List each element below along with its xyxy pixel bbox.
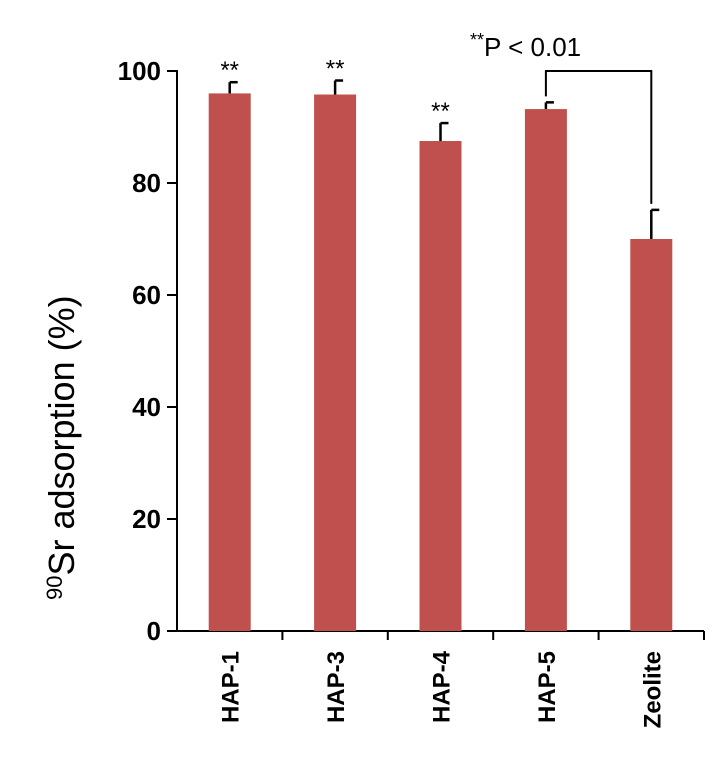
significance-marker: ** [220, 57, 239, 84]
x-tick-label: Zeolite [639, 651, 666, 728]
bar-hap-1 [208, 93, 251, 631]
x-ticks [281, 631, 705, 640]
x-tick-label: HAP-3 [323, 651, 350, 723]
y-ticks: 0 20 40 60 80 100 [118, 56, 177, 646]
x-tick-label: HAP-1 [218, 651, 245, 723]
bar-zeolite [630, 239, 673, 631]
significance-bracket [544, 70, 653, 204]
bar-hap-5 [524, 109, 567, 631]
bar-hap-4 [419, 141, 462, 631]
y-axis-label: 90Sr adsorption (%) [41, 295, 82, 600]
y-tick-label: 20 [132, 504, 161, 534]
y-tick-label: 0 [147, 616, 161, 646]
significance-note-text: P < 0.01 [484, 32, 581, 62]
y-tick-label: 40 [132, 392, 161, 422]
y-axis-label-superscript: 90 [42, 576, 67, 600]
y-axis-label-text: Sr adsorption (%) [41, 295, 82, 575]
y-tick-label: 60 [132, 280, 161, 310]
significance-marker: ** [326, 56, 345, 83]
bar-hap-3 [314, 94, 357, 631]
x-tick-label: HAP-4 [429, 650, 456, 723]
y-tick-label: 100 [118, 56, 161, 86]
significance-marker: ** [431, 98, 450, 125]
significance-note-stars: ** [470, 30, 484, 50]
x-tick-label: HAP-5 [534, 651, 561, 723]
y-tick-label: 80 [132, 168, 161, 198]
bars: ** HAP-1 ** HAP-3 ** HAP-4 HAP-5 Zeolite [208, 56, 673, 728]
significance-note: **P < 0.01 [470, 30, 581, 62]
